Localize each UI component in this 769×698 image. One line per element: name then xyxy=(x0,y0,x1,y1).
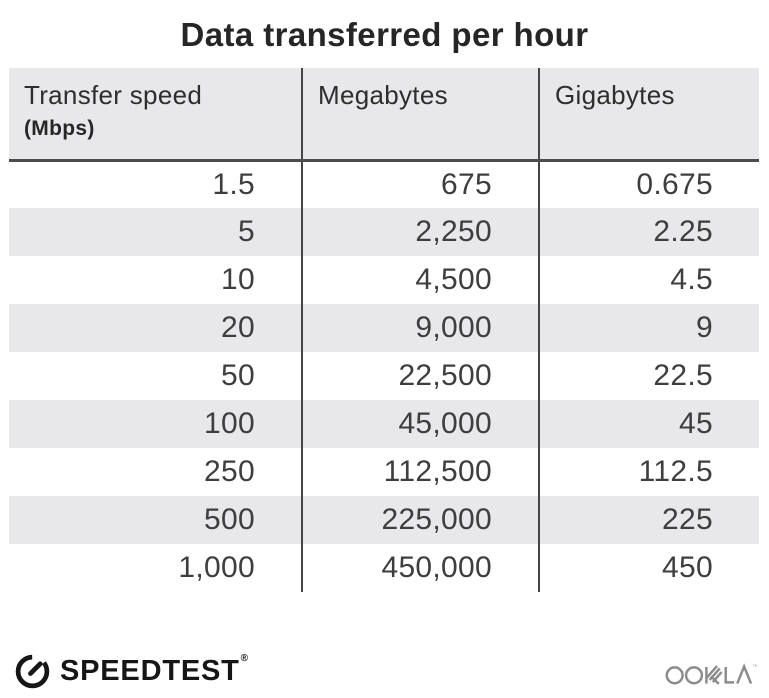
cell-megabytes: 225,000 xyxy=(301,496,539,544)
cell-speed: 10 xyxy=(9,256,302,304)
cell-megabytes: 22,500 xyxy=(301,352,539,400)
table-row: 250 112,500 112.5 xyxy=(9,448,759,496)
cell-megabytes: 675 xyxy=(301,160,539,208)
table-row: 100 45,000 45 xyxy=(9,400,759,448)
table-row: 500 225,000 225 xyxy=(9,496,759,544)
table-row: 50 22,500 22.5 xyxy=(9,352,759,400)
cell-speed: 100 xyxy=(9,400,302,448)
cell-megabytes: 112,500 xyxy=(301,448,539,496)
footer: SPEEDTEST® OOKLA ™ xyxy=(0,646,769,698)
table-body: 1.5 675 0.675 5 2,250 2.25 10 4,500 4.5 … xyxy=(9,160,759,592)
page-title: Data transferred per hour xyxy=(180,16,589,53)
ookla-letter-l xyxy=(724,667,734,684)
cell-gigabytes: 112.5 xyxy=(538,448,759,496)
column-header-transfer-speed: Transfer speed (Mbps) xyxy=(9,68,302,162)
speedtest-label: SPEEDTEST xyxy=(60,655,240,687)
cell-speed: 5 xyxy=(9,208,302,256)
ookla-letter-k xyxy=(705,665,723,685)
cell-megabytes: 9,000 xyxy=(301,304,539,352)
column-header-megabytes: Megabytes xyxy=(301,68,539,162)
speedtest-wordmark: SPEEDTEST® xyxy=(60,654,248,687)
ookla-letter-a xyxy=(736,663,753,685)
cell-megabytes: 450,000 xyxy=(301,544,539,592)
cell-gigabytes: 22.5 xyxy=(538,352,759,400)
header-row: Transfer speed (Mbps) Megabytes Gigabyte… xyxy=(9,68,759,162)
speedtest-trademark: ® xyxy=(240,653,249,665)
cell-speed: 20 xyxy=(9,304,302,352)
cell-speed: 1,000 xyxy=(9,544,302,592)
ookla-letter-o1 xyxy=(665,666,684,685)
ookla-trademark: ™ xyxy=(752,664,757,670)
data-table: Transfer speed (Mbps) Megabytes Gigabyte… xyxy=(9,68,759,592)
cell-gigabytes: 225 xyxy=(538,496,759,544)
cell-gigabytes: 0.675 xyxy=(538,160,759,208)
table-row: 20 9,000 9 xyxy=(9,304,759,352)
cell-megabytes: 2,250 xyxy=(301,208,539,256)
ookla-letter-o2 xyxy=(684,666,704,685)
column-header-gigabytes: Gigabytes xyxy=(538,68,759,162)
cell-gigabytes: 4.5 xyxy=(538,256,759,304)
gauge-icon xyxy=(14,653,51,690)
cell-megabytes: 4,500 xyxy=(301,256,539,304)
cell-gigabytes: 45 xyxy=(538,400,759,448)
table-row: 5 2,250 2.25 xyxy=(9,208,759,256)
cell-gigabytes: 9 xyxy=(538,304,759,352)
speedtest-logo: SPEEDTEST® xyxy=(14,653,248,690)
cell-gigabytes: 450 xyxy=(538,544,759,592)
cell-speed: 50 xyxy=(9,352,302,400)
column-header-label: Transfer speed xyxy=(24,80,203,110)
table-row: 10 4,500 4.5 xyxy=(9,256,759,304)
column-header-unit: (Mbps) xyxy=(24,117,95,140)
cell-speed: 500 xyxy=(9,496,302,544)
cell-gigabytes: 2.25 xyxy=(538,208,759,256)
table-row: 1.5 675 0.675 xyxy=(9,160,759,208)
cell-speed: 1.5 xyxy=(9,160,302,208)
table-header: Transfer speed (Mbps) Megabytes Gigabyte… xyxy=(9,68,759,162)
cell-speed: 250 xyxy=(9,448,302,496)
cell-megabytes: 45,000 xyxy=(301,400,539,448)
table-row: 1,000 450,000 450 xyxy=(9,544,759,592)
ookla-logo: OOKLA ™ xyxy=(665,659,758,687)
